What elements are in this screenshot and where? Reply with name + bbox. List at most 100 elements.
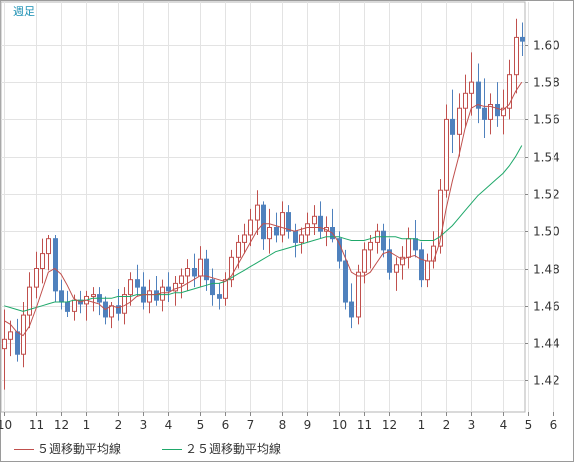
candle-up xyxy=(368,241,373,251)
candle-down xyxy=(413,238,418,251)
candle-down xyxy=(482,107,487,120)
x-tick-label: 12 xyxy=(382,418,397,432)
candle-down xyxy=(59,290,64,303)
x-tick-label: 9 xyxy=(304,418,312,432)
x-tick-label: 7 xyxy=(247,418,255,432)
candle-up xyxy=(400,256,405,266)
x-tick-label: 10 xyxy=(0,418,12,432)
x-tick-label: 8 xyxy=(279,418,287,432)
candle-up xyxy=(514,36,519,76)
candle-down xyxy=(53,238,58,292)
candle-up xyxy=(488,104,493,120)
candle-down xyxy=(419,249,424,281)
y-tick-label: 1.56 xyxy=(533,113,560,127)
y-tick-label: 1.46 xyxy=(533,300,560,314)
candle-up xyxy=(463,92,468,109)
x-tick-label: 12 xyxy=(54,418,69,432)
legend-ma25-label: ２５週移動平均線 xyxy=(185,442,282,456)
candle-up xyxy=(431,245,436,262)
candle-up xyxy=(362,249,367,273)
candle-down xyxy=(274,227,279,236)
candle-up xyxy=(312,215,317,225)
x-tick-label: 11 xyxy=(357,418,372,432)
candle-up xyxy=(242,234,247,243)
candle-down xyxy=(318,215,323,232)
candle-up xyxy=(198,258,203,277)
candle-up xyxy=(40,253,45,270)
candle-up xyxy=(406,238,411,258)
candle-down xyxy=(450,118,455,135)
candle-up xyxy=(128,279,133,296)
candle-up xyxy=(438,189,443,247)
candle-down xyxy=(387,249,392,273)
candle-down xyxy=(381,230,386,251)
period-label: 週足 xyxy=(13,5,35,18)
candle-down xyxy=(210,279,215,296)
candle-up xyxy=(185,268,190,277)
x-tick-label: 11 xyxy=(29,418,44,432)
y-tick-label: 1.48 xyxy=(533,263,560,277)
candle-up xyxy=(147,290,152,303)
ma5-line xyxy=(3,81,523,337)
candle-up xyxy=(34,268,39,288)
candle-down xyxy=(476,81,481,109)
candle-up xyxy=(305,223,310,236)
candle-up xyxy=(267,227,272,240)
y-tick-label: 1.50 xyxy=(533,225,560,239)
candle-down xyxy=(343,260,348,303)
candle-down xyxy=(217,294,222,299)
y-tick-label: 1.54 xyxy=(533,151,560,165)
candle-up xyxy=(356,271,361,318)
y-tick-label: 1.52 xyxy=(533,188,560,202)
legend-ma25-swatch xyxy=(162,449,182,450)
legend-ma5: ５週移動平均線 xyxy=(14,440,121,457)
candle-up xyxy=(109,305,114,318)
x-tick-label: 5 xyxy=(525,418,533,432)
y-tick-label: 1.60 xyxy=(533,39,560,53)
legend-ma5-label: ５週移動平均線 xyxy=(37,442,122,456)
x-tick-label: 2 xyxy=(115,418,123,432)
candle-up xyxy=(2,338,7,350)
candle-down xyxy=(15,331,20,355)
candle-down xyxy=(349,301,354,318)
x-tick-label: 6 xyxy=(550,418,558,432)
candle-up xyxy=(122,294,127,314)
candle-up xyxy=(444,118,449,191)
x-tick-label: 4 xyxy=(500,418,508,432)
candle-down xyxy=(166,286,171,292)
candle-up xyxy=(46,238,51,255)
y-tick-label: 1.58 xyxy=(533,76,560,90)
candle-up xyxy=(8,331,13,340)
candle-down xyxy=(65,301,70,312)
x-tick-label: 2 xyxy=(443,418,451,432)
x-tick-label: 3 xyxy=(468,418,476,432)
candle-up xyxy=(223,279,228,299)
x-tick-label: 10 xyxy=(332,418,347,432)
candle-up xyxy=(507,74,512,109)
candle-up xyxy=(501,107,506,117)
legend-ma5-swatch xyxy=(14,449,34,450)
legend-ma25: ２５週移動平均線 xyxy=(162,440,281,457)
x-tick-label: 3 xyxy=(140,418,148,432)
candle-up xyxy=(255,204,260,221)
candle-up xyxy=(72,299,77,312)
candle-down xyxy=(286,212,291,232)
candle-up xyxy=(248,219,253,236)
candle-up xyxy=(236,241,241,258)
candle-up xyxy=(160,286,165,301)
x-tick-label: 5 xyxy=(197,418,205,432)
candle-down xyxy=(204,258,209,281)
candle-up xyxy=(299,234,304,243)
y-tick-label: 1.42 xyxy=(533,374,560,388)
candle-down xyxy=(293,230,298,243)
candle-up xyxy=(280,212,285,236)
x-tick-label: 6 xyxy=(222,418,230,432)
y-tick-label: 1.44 xyxy=(533,337,560,351)
x-tick-label: 4 xyxy=(165,418,173,432)
x-tick-label: 1 xyxy=(83,418,91,432)
candle-up xyxy=(469,81,474,94)
candle-up xyxy=(179,275,184,284)
candle-down xyxy=(261,204,266,240)
candle-down xyxy=(116,305,121,314)
